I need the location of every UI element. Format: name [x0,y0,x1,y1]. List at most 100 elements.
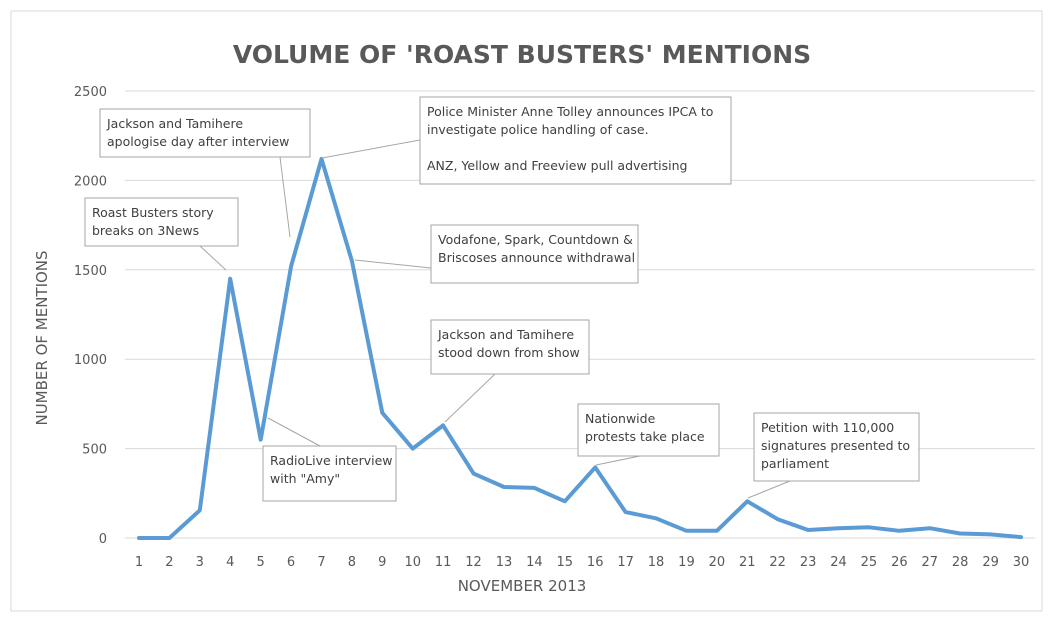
annotation-box [262,445,397,502]
annotation-text: Nationwide [585,411,656,426]
annotation-box [430,319,590,375]
data-point [745,499,749,503]
x-tick-label: 5 [257,555,265,570]
annotation-leader-line [444,373,496,423]
data-point [259,438,263,442]
y-axis-label: NUMBER OF MENTIONS [33,250,51,425]
annotation-box [419,96,732,185]
annotation-ipca-advertising: Police Minister Anne Tolley announces IP… [321,96,732,185]
x-tick-label: 17 [617,555,634,570]
y-tick-label: 2000 [74,174,107,189]
annotation-box [99,108,311,158]
annotation-box [430,224,639,284]
x-tick-label: 22 [769,555,786,570]
x-tick-label: 26 [891,555,908,570]
annotation-text: parliament [761,456,829,471]
annotation-text: ANZ, Yellow and Freeview pull advertisin… [427,158,687,173]
data-point [228,277,232,281]
x-tick-label: 19 [678,555,695,570]
data-point [289,264,293,268]
x-axis-label: NOVEMBER 2013 [458,577,587,595]
annotation-leader-line [199,245,227,271]
annotation-text: protests take place [585,429,705,444]
chart-title: VOLUME OF 'ROAST BUSTERS' MENTIONS [233,40,811,69]
y-tick-label: 0 [99,532,107,547]
annotation-stood-down: Jackson and Tamihere stood down from show [430,319,590,423]
x-tick-label: 24 [830,555,847,570]
x-tick-label: 27 [921,555,938,570]
annotation-radiolive: RadioLive interview with "Amy" [262,417,397,502]
data-point [380,411,384,415]
x-tick-label: 11 [435,555,452,570]
annotation-leader-line [595,455,641,466]
x-tick-label: 23 [800,555,817,570]
annotation-leader-line [354,259,432,269]
annotation-text: Police Minister Anne Tolley announces IP… [427,104,713,119]
annotation-box [577,403,720,457]
x-tick-label: 9 [378,555,386,570]
annotation-story-breaks: Roast Busters story breaks on 3News [84,197,239,271]
data-point [684,529,688,533]
annotation-text: Petition with 110,000 [761,420,894,435]
x-tick-label: 28 [952,555,969,570]
data-point [806,528,810,532]
data-point [350,259,354,263]
x-tick-label: 6 [287,555,295,570]
data-point [867,525,871,529]
x-tick-label: 7 [317,555,325,570]
x-tick-label: 21 [739,555,756,570]
data-point [897,529,901,533]
data-point [837,526,841,530]
data-point [137,536,141,540]
data-point [563,499,567,503]
x-tick-label: 25 [861,555,878,570]
x-tick-label: 4 [226,555,234,570]
data-point [928,526,932,530]
annotation-petition: Petition with 110,000 signatures presente… [747,412,920,499]
annotation-text: Briscoses announce withdrawal [438,250,635,265]
x-tick-label: 3 [196,555,204,570]
annotation-text: signatures presented to [761,438,910,453]
data-point [532,486,536,490]
x-tick-label: 12 [465,555,482,570]
annotation-text: breaks on 3News [92,223,199,238]
data-point [989,532,993,536]
annotation-apologise: Jackson and Tamihere apologise day after … [99,108,311,238]
annotation-text: investigate police handling of case. [427,122,649,137]
y-tick-label: 1000 [74,353,107,368]
annotation-protests: Nationwide protests take place [577,403,720,466]
data-point [441,423,445,427]
annotation-text: Jackson and Tamihere [106,116,243,131]
data-point [715,529,719,533]
data-point [411,447,415,451]
series-line [137,156,1023,540]
x-tick-label: 18 [648,555,665,570]
series-mentions [137,156,1023,540]
y-tick-label: 1500 [74,264,107,279]
annotation-box [753,412,920,482]
annotation-text: Roast Busters story [92,205,214,220]
x-tick-label: 2 [165,555,173,570]
annotation-leader-line [267,417,321,447]
annotation-box [84,197,239,247]
data-point [654,516,658,520]
x-tick-label: 8 [348,555,356,570]
annotation-text: Jackson and Tamihere [437,327,574,342]
x-tick-label: 20 [709,555,726,570]
data-point [502,485,506,489]
data-point [593,465,597,469]
annotation-text: Vodafone, Spark, Countdown & [438,232,633,247]
y-tick-label: 2500 [74,85,107,100]
annotation-leader-line [321,139,421,159]
data-point [198,508,202,512]
x-tick-label: 29 [982,555,999,570]
x-axis-ticks: 1 2 3 4 5 6 7 8 9 10 11 12 13 14 15 16 17 18 19 20 21 22 23 24 2… [135,555,1029,570]
data-point [958,532,962,536]
data-point [624,510,628,514]
annotation-text: stood down from show [438,345,580,360]
annotation-text: apologise day after interview [107,134,289,149]
annotation-text: with "Amy" [270,471,340,486]
annotation-leader-line [747,480,791,499]
y-tick-label: 500 [82,443,107,458]
